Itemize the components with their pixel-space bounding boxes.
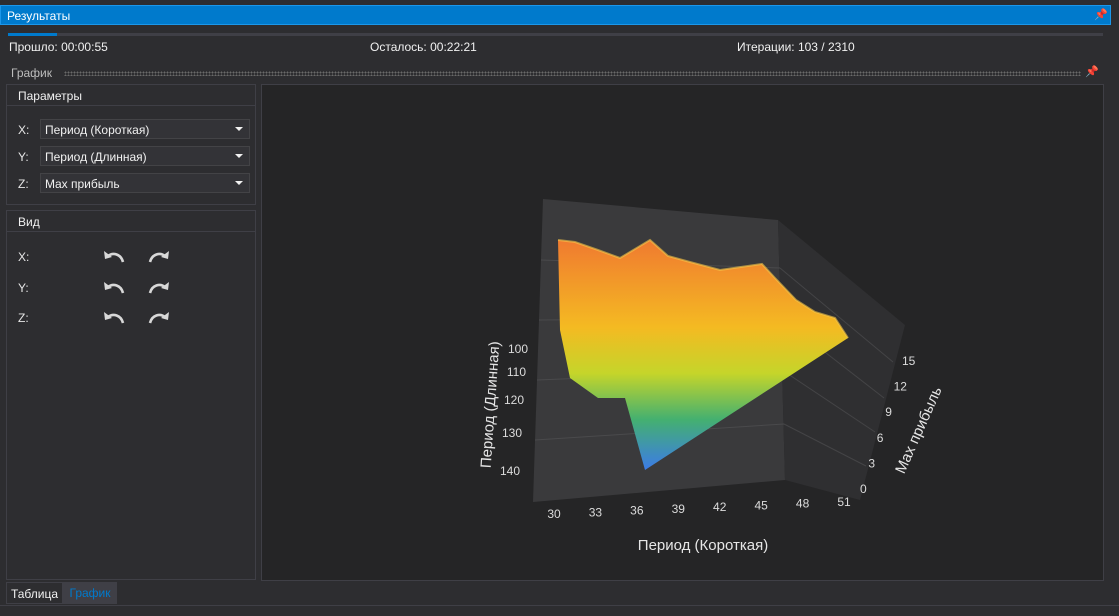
window-title: Результаты	[7, 9, 71, 23]
remaining-time: Осталось: 00:22:21	[370, 40, 477, 54]
z-tick-label: 15	[902, 354, 916, 368]
y-axis-value: Период (Длинная)	[45, 150, 147, 164]
rotate-z-right-icon[interactable]	[146, 308, 172, 326]
view-y-label: Y:	[18, 281, 29, 295]
x-tick-label: 45	[754, 498, 768, 512]
x-tick-label: 36	[630, 504, 644, 518]
x-tick-label: 48	[796, 497, 810, 511]
tab-table[interactable]: Таблица	[6, 582, 63, 604]
x-axis-title: Период (Короткая)	[638, 537, 768, 554]
z-axis-select[interactable]: Max прибыль	[40, 173, 250, 193]
iterations-count: Итерации: 103 / 2310	[737, 40, 855, 54]
param-z-label: Z:	[18, 177, 29, 191]
z-tick-label: 0	[860, 482, 867, 496]
view-z-label: Z:	[18, 311, 29, 325]
chevron-down-icon	[235, 181, 243, 185]
tab-chart-label: График	[69, 586, 111, 600]
chevron-down-icon	[235, 154, 243, 158]
x-tick-label: 51	[837, 495, 851, 509]
progress-bar	[8, 33, 1103, 36]
z-tick-label: 6	[877, 431, 884, 445]
view-x-label: X:	[18, 250, 30, 264]
x-tick-label: 30	[547, 507, 561, 521]
status-bar	[0, 605, 1119, 616]
pin-icon[interactable]: 📌	[1085, 66, 1099, 78]
view-box: Вид X: Y: Z:	[6, 210, 256, 580]
y-axis-title: Период (Длинная)	[478, 341, 504, 469]
surface-ridge	[557, 238, 849, 339]
view-header: Вид	[7, 211, 255, 232]
y-tick-label: 100	[508, 342, 528, 356]
y-tick-label: 110	[507, 365, 526, 379]
rotate-y-right-icon[interactable]	[146, 278, 172, 296]
pin-icon[interactable]: 📌	[1094, 9, 1108, 21]
z-tick-label: 12	[894, 380, 908, 394]
chart-panel-header: График 📌	[6, 63, 1103, 83]
panel-grip	[64, 71, 1081, 76]
x-axis-select[interactable]: Период (Короткая)	[40, 119, 250, 139]
z-axis-value: Max прибыль	[45, 177, 120, 191]
chart-panel-title: График	[11, 66, 52, 80]
z-tick-label: 3	[868, 456, 875, 470]
x-tick-label: 42	[713, 500, 727, 514]
view-title: Вид	[18, 215, 40, 229]
z-tick-label: 9	[885, 405, 892, 419]
x-tick-labels: 30 33 36 39 42 45 48 51	[547, 495, 851, 521]
x-tick-label: 33	[589, 505, 603, 519]
side-wall-grid	[779, 267, 894, 467]
rotate-x-left-icon[interactable]	[101, 247, 127, 265]
parameters-title: Параметры	[18, 89, 82, 103]
y-tick-label: 130	[502, 426, 522, 440]
y-tick-label: 140	[500, 464, 520, 478]
param-y-label: Y:	[18, 150, 29, 164]
surface-mesh	[558, 240, 848, 470]
rotate-x-right-icon[interactable]	[146, 247, 172, 265]
z-axis-title: Max прибыль	[892, 384, 946, 476]
x-axis-value: Период (Короткая)	[45, 123, 150, 137]
chevron-down-icon	[235, 127, 243, 131]
parameters-box: Параметры X: Период (Короткая) Y: Период…	[6, 84, 256, 205]
param-x-label: X:	[18, 123, 30, 137]
rotate-y-left-icon[interactable]	[101, 278, 127, 296]
y-axis-select[interactable]: Период (Длинная)	[40, 146, 250, 166]
tab-table-label: Таблица	[10, 587, 59, 601]
parameters-header: Параметры	[7, 85, 255, 106]
rotate-z-left-icon[interactable]	[101, 308, 127, 326]
y-tick-label: 120	[504, 393, 524, 407]
x-tick-label: 39	[672, 502, 686, 516]
side-wall	[778, 220, 905, 500]
chart-area[interactable]: 30 33 36 39 42 45 48 51 100 110 120 130 140 0 3 6 9 12 1…	[261, 84, 1104, 581]
elapsed-time: Прошло: 00:00:55	[9, 40, 108, 54]
progress-bar-fill	[8, 33, 58, 36]
y-tick-labels: 100 110 120 130 140	[500, 342, 528, 478]
tab-chart[interactable]: График	[63, 582, 117, 604]
results-title-bar: Результаты 📌	[0, 5, 1111, 25]
